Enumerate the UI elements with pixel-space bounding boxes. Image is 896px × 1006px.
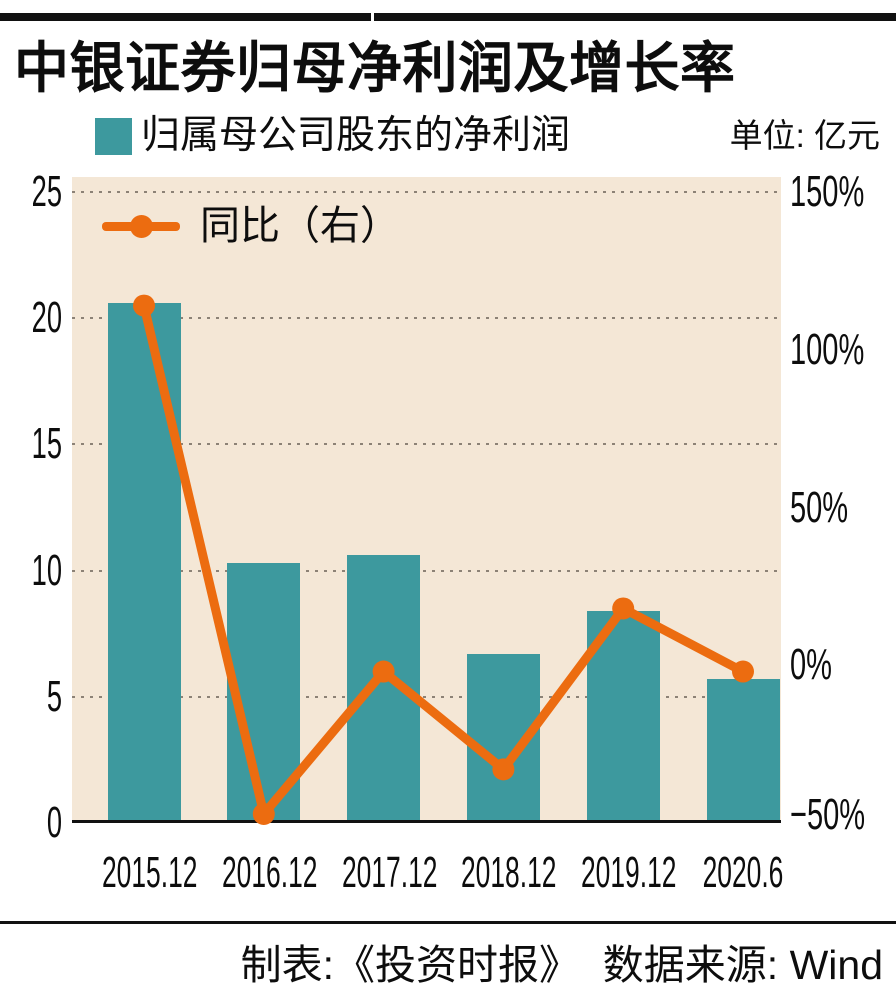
- growth-line: [139, 301, 748, 819]
- growth-point-2019.12: [612, 597, 635, 620]
- bar-2020.6: [706, 679, 780, 823]
- right-axis-tick-100: 100%: [790, 324, 865, 374]
- line-legend-marker-icon: [130, 214, 153, 238]
- right-axis-tick-50: 50%: [790, 482, 849, 532]
- gridline-5: [72, 695, 781, 698]
- x-axis-label-2016.12: 2016.12: [221, 848, 318, 897]
- right-axis-tick-150: 150%: [790, 167, 865, 216]
- left-axis-tick-15: 15: [31, 419, 62, 469]
- left-axis-tick-5: 5: [46, 671, 62, 721]
- right-axis-tick--50: −50%: [790, 790, 866, 839]
- growth-point-2016.12: [252, 803, 275, 825]
- gridline-25: [72, 191, 781, 193]
- gridline-20: [72, 317, 781, 320]
- source-credit: 制表:《投资时报》 数据来源: Wind: [240, 942, 883, 988]
- growth-point-2017.12: [372, 660, 395, 683]
- bar-legend-label: 归属母公司股东的净利润: [141, 114, 571, 157]
- page-title: 中银证券归母净利润及增长率: [14, 37, 736, 99]
- growth-line-layer: [133, 294, 754, 825]
- x-axis-label-2020.6: 2020.6: [702, 848, 784, 897]
- footer-divider-rule: [0, 921, 896, 924]
- x-axis-line: [72, 820, 781, 823]
- line-legend-swatch: [102, 214, 180, 238]
- left-axis-tick-0: 0: [46, 798, 62, 847]
- x-axis-label-2019.12: 2019.12: [581, 848, 677, 897]
- growth-point-2020.6: [732, 660, 754, 683]
- x-axis-label-2018.12: 2018.12: [461, 848, 557, 897]
- line-legend: 同比（右）: [102, 204, 400, 248]
- growth-point-2015.12: [133, 294, 155, 317]
- growth-point-2018.12: [492, 758, 515, 781]
- line-legend-label: 同比（右）: [200, 204, 400, 248]
- bar-legend-swatch: [95, 118, 132, 155]
- left-axis-tick-25: 25: [31, 167, 62, 216]
- unit-label: 单位: 亿元: [729, 117, 880, 154]
- top-divider-rule: [0, 13, 896, 21]
- left-axis-tick-10: 10: [31, 545, 62, 595]
- gridline-15: [72, 443, 781, 446]
- plot-area: 同比（右）: [72, 177, 781, 825]
- right-axis-tick-0: 0%: [790, 640, 832, 690]
- left-axis-tick-20: 20: [31, 293, 62, 343]
- gridline-10: [72, 569, 781, 572]
- x-axis-label-2015.12: 2015.12: [102, 848, 198, 897]
- x-axis-label-2017.12: 2017.12: [341, 848, 438, 897]
